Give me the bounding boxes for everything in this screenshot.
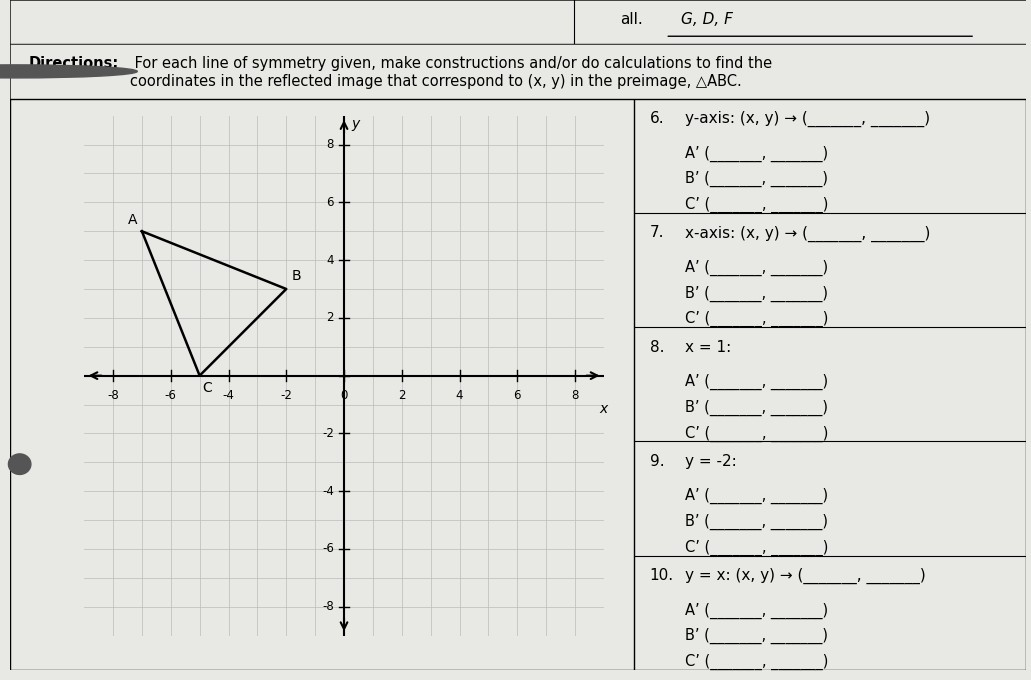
Text: 0: 0 xyxy=(340,389,347,402)
Text: y: y xyxy=(352,117,360,131)
Text: A’ (_______, _______): A’ (_______, _______) xyxy=(685,374,828,390)
Text: C: C xyxy=(202,381,212,395)
Text: B’ (_______, _______): B’ (_______, _______) xyxy=(685,514,828,530)
Text: A: A xyxy=(128,213,137,227)
Text: C’ (_______, _______): C’ (_______, _______) xyxy=(685,197,828,213)
Text: B’ (_______, _______): B’ (_______, _______) xyxy=(685,286,828,302)
Circle shape xyxy=(8,454,31,475)
Text: -4: -4 xyxy=(223,389,234,402)
Text: y = x: (x, y) → (_______, _______): y = x: (x, y) → (_______, _______) xyxy=(685,568,926,584)
Text: -6: -6 xyxy=(322,543,334,556)
Text: B’ (_______, _______): B’ (_______, _______) xyxy=(685,171,828,188)
Text: 2: 2 xyxy=(398,389,405,402)
Text: 8: 8 xyxy=(327,138,334,151)
Text: For each line of symmetry given, make constructions and/or do calculations to fi: For each line of symmetry given, make co… xyxy=(130,56,772,88)
Text: -2: -2 xyxy=(322,427,334,440)
Text: y = -2:: y = -2: xyxy=(685,454,737,469)
Text: x = 1:: x = 1: xyxy=(685,339,731,355)
Text: -4: -4 xyxy=(322,485,334,498)
Text: 2: 2 xyxy=(327,311,334,324)
Text: B’ (_______, _______): B’ (_______, _______) xyxy=(685,628,828,645)
Text: x: x xyxy=(600,402,608,415)
Text: -2: -2 xyxy=(280,389,292,402)
Text: 9.: 9. xyxy=(650,454,664,469)
Circle shape xyxy=(0,65,137,78)
Text: C’ (_______, _______): C’ (_______, _______) xyxy=(685,425,828,441)
Text: -6: -6 xyxy=(165,389,176,402)
Text: 6.: 6. xyxy=(650,111,664,126)
Text: -8: -8 xyxy=(322,600,334,613)
Text: Directions:: Directions: xyxy=(29,56,119,71)
Text: 7.: 7. xyxy=(650,225,664,241)
Text: x-axis: (x, y) → (_______, _______): x-axis: (x, y) → (_______, _______) xyxy=(685,225,930,241)
Text: 6: 6 xyxy=(513,389,521,402)
Text: C’ (_______, _______): C’ (_______, _______) xyxy=(685,539,828,556)
Text: A’ (_______, _______): A’ (_______, _______) xyxy=(685,260,828,276)
Text: A’ (_______, _______): A’ (_______, _______) xyxy=(685,602,828,619)
Text: 10.: 10. xyxy=(650,568,674,583)
Text: 8: 8 xyxy=(571,389,578,402)
Text: B: B xyxy=(292,269,302,284)
Text: C’ (_______, _______): C’ (_______, _______) xyxy=(685,311,828,327)
Text: 4: 4 xyxy=(456,389,463,402)
Text: G, D, F: G, D, F xyxy=(680,12,732,27)
Text: A’ (_______, _______): A’ (_______, _______) xyxy=(685,488,828,505)
Text: -8: -8 xyxy=(107,389,119,402)
Text: C’ (_______, _______): C’ (_______, _______) xyxy=(685,653,828,670)
Text: 8.: 8. xyxy=(650,339,664,355)
Text: y-axis: (x, y) → (_______, _______): y-axis: (x, y) → (_______, _______) xyxy=(685,111,930,127)
Text: B’ (_______, _______): B’ (_______, _______) xyxy=(685,400,828,416)
Text: A’ (_______, _______): A’ (_______, _______) xyxy=(685,146,828,162)
Text: 6: 6 xyxy=(327,196,334,209)
Text: all.: all. xyxy=(620,12,642,27)
Text: 4: 4 xyxy=(327,254,334,267)
